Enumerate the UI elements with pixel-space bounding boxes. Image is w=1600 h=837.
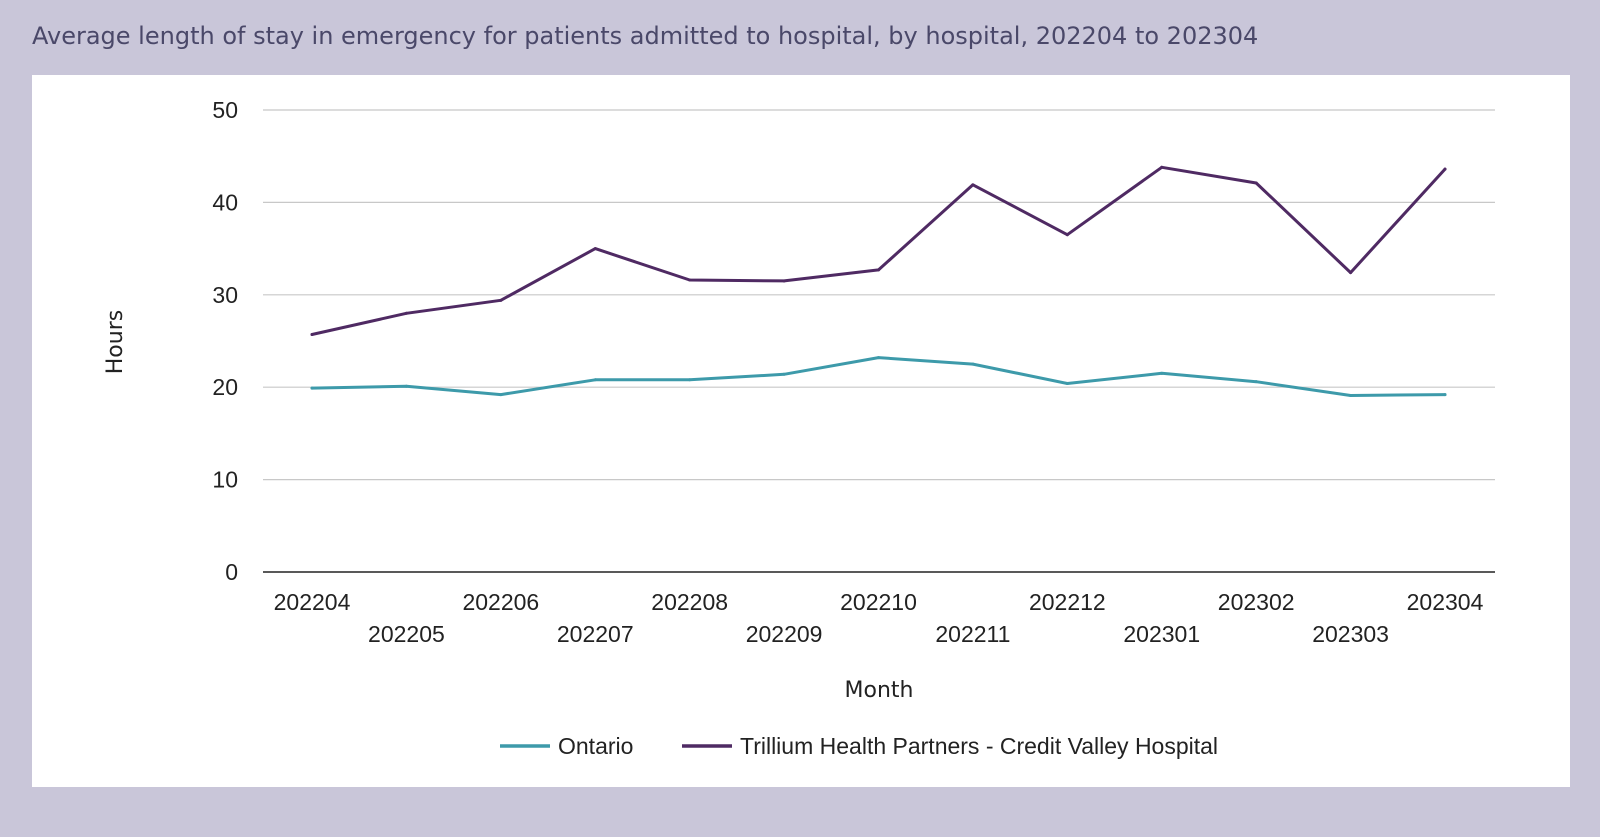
x-tick-label: 202211 bbox=[935, 621, 1010, 647]
legend-label: Trillium Health Partners - Credit Valley… bbox=[740, 733, 1218, 759]
data-point bbox=[688, 378, 692, 382]
data-point bbox=[877, 268, 880, 272]
data-point bbox=[593, 378, 597, 382]
x-tick-label: 202205 bbox=[368, 621, 445, 647]
data-point bbox=[1065, 233, 1069, 237]
data-point bbox=[782, 372, 786, 376]
chart-title: Average length of stay in emergency for … bbox=[32, 22, 1259, 50]
y-axis: 0 10 20 30 40 50 bbox=[212, 97, 238, 585]
data-point bbox=[1160, 165, 1164, 169]
chart-panel bbox=[32, 75, 1570, 787]
data-point bbox=[499, 298, 503, 302]
data-point bbox=[688, 278, 692, 282]
data-point bbox=[1443, 167, 1447, 171]
data-point bbox=[1349, 394, 1353, 398]
x-tick-label: 202304 bbox=[1407, 589, 1484, 615]
legend-label: Ontario bbox=[558, 733, 633, 759]
data-point bbox=[404, 311, 408, 315]
data-point bbox=[782, 279, 786, 283]
x-tick-label: 202210 bbox=[840, 589, 917, 615]
data-point bbox=[310, 386, 314, 390]
x-axis-title: Month bbox=[845, 678, 914, 703]
x-tick-label: 202206 bbox=[462, 589, 539, 615]
x-tick-label: 202209 bbox=[746, 621, 823, 647]
x-tick-label: 202208 bbox=[651, 589, 728, 615]
x-tick-label: 202207 bbox=[557, 621, 634, 647]
x-tick-label: 202303 bbox=[1312, 621, 1389, 647]
data-point bbox=[971, 183, 975, 187]
data-point bbox=[1160, 371, 1164, 375]
data-point bbox=[1065, 382, 1069, 386]
x-axis: 202204 202205 202206 202207 202208 202209 2022… bbox=[274, 589, 1484, 647]
x-tick-label: 202212 bbox=[1029, 589, 1106, 615]
series-lines bbox=[310, 165, 1447, 398]
data-point bbox=[404, 384, 408, 388]
series-line-trillium-credit-valley bbox=[310, 165, 1447, 336]
data-point bbox=[1443, 393, 1447, 397]
legend: Ontario Trillium Health Partners - Credit… bbox=[500, 733, 1218, 759]
y-axis-title: Hours bbox=[103, 310, 128, 374]
x-tick-label: 202301 bbox=[1123, 621, 1200, 647]
data-point bbox=[1349, 271, 1353, 275]
y-tick-label: 0 bbox=[225, 559, 238, 585]
gridlines bbox=[263, 109, 1495, 573]
x-tick-label: 202302 bbox=[1218, 589, 1295, 615]
data-point bbox=[310, 333, 314, 337]
x-tick-label: 202204 bbox=[274, 589, 351, 615]
data-point bbox=[1254, 380, 1258, 384]
y-tick-label: 30 bbox=[212, 282, 238, 308]
data-point bbox=[593, 247, 597, 251]
data-point bbox=[499, 393, 503, 397]
y-tick-label: 10 bbox=[212, 467, 238, 493]
data-point bbox=[971, 362, 975, 366]
series-line-ontario bbox=[310, 356, 1447, 397]
data-point bbox=[877, 356, 880, 360]
y-tick-label: 20 bbox=[212, 374, 238, 400]
data-point bbox=[1254, 181, 1258, 185]
y-tick-label: 40 bbox=[212, 189, 238, 215]
y-tick-label: 50 bbox=[212, 97, 238, 123]
